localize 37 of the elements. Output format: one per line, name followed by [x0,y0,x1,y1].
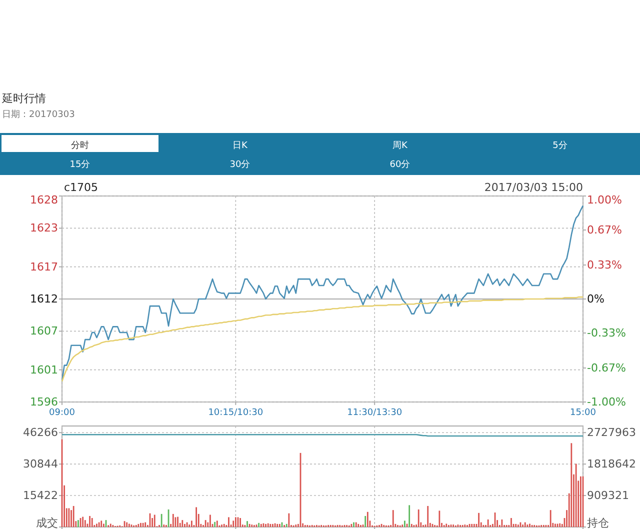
y2-tick-label: 909321 [587,489,629,502]
text: 60分 [390,159,410,170]
y2-tick-label: 0.67% [587,223,622,236]
y2-tick-label: 2727963 [587,426,636,440]
text: 周K [392,140,409,151]
y-tick-label: 15422 [23,489,58,502]
y2-tick-label: 1.00% [587,194,622,206]
x-tick-label: 10:15/10:30 [208,408,264,418]
chart-title: c1705 [64,181,98,194]
y2-tick-label: -0.67% [587,362,626,375]
y-tick-label: 1623 [30,222,58,235]
y-tick-label: 30844 [23,458,58,471]
text: 5分 [552,140,568,151]
y2-tick-label: 持仓 [587,516,609,529]
text: 延时行情 [1,92,46,105]
y2-tick-label: 0% [587,292,604,306]
text: 分时 [71,140,89,151]
text: 日K [232,141,249,151]
x-tick-label: 09:00 [49,408,76,418]
y-tick-label: 1628 [30,194,58,206]
text: 30分 [230,159,250,170]
y-tick-label: 成交 [36,516,58,529]
y-tick-label: 1607 [30,324,58,338]
text: 2017/03/03 15:00 [484,181,583,194]
y2-tick-label: 0.33% [587,258,622,272]
x-tick-label: 15:00 [570,408,596,418]
y-tick-label: 46266 [23,426,58,440]
x-tick-label: 11:30/13:30 [347,408,402,418]
y2-tick-label: -0.33% [587,326,626,340]
y2-tick-label: -1.00% [587,396,626,408]
y-tick-label: 1596 [30,396,58,408]
y-tick-label: 1612 [30,292,58,306]
y-tick-label: 1601 [30,363,58,376]
text: 日期：20170303 [2,109,75,120]
y-tick-label: 1617 [30,260,58,274]
y2-tick-label: 1818642 [587,458,636,471]
text: 15分 [70,159,90,170]
